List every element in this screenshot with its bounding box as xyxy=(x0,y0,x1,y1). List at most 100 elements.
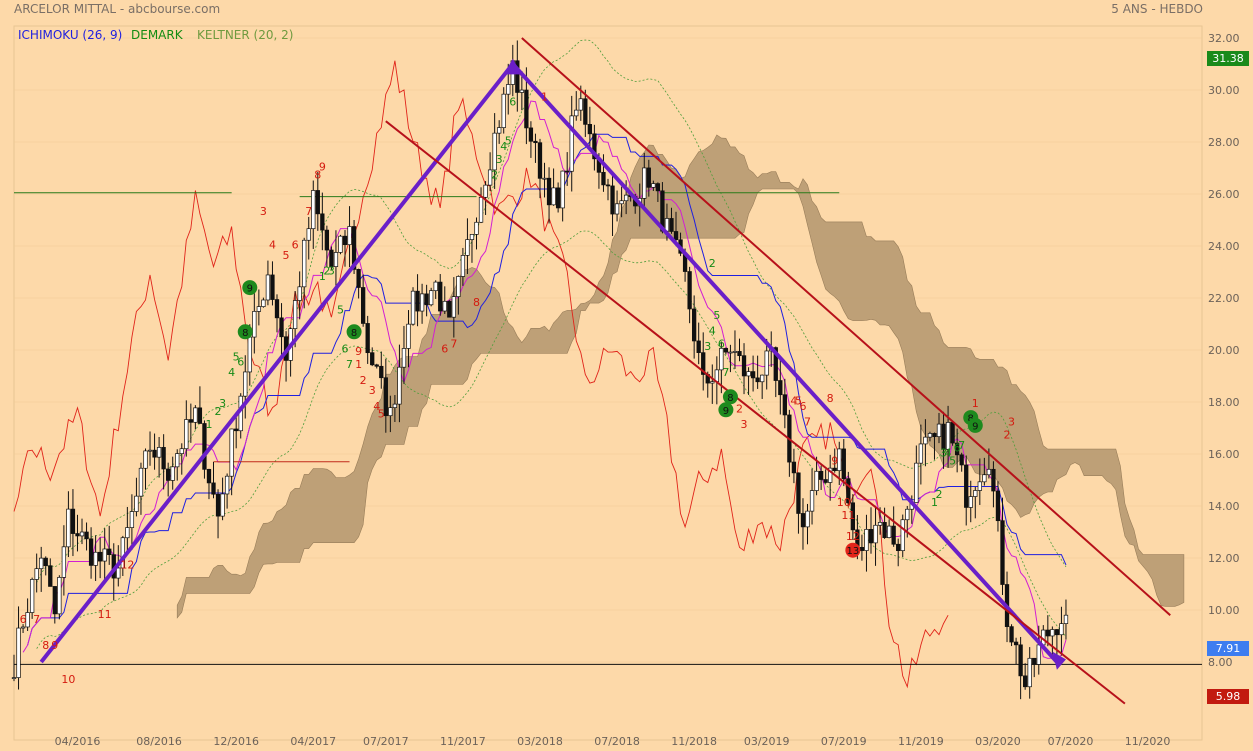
demark-count-label: 8 xyxy=(42,639,49,652)
demark-count-label: 2 xyxy=(709,257,716,270)
candle-down xyxy=(1013,641,1019,646)
demark-count-label: 3 xyxy=(260,205,267,218)
candle-down xyxy=(601,171,606,186)
candle-up xyxy=(506,84,511,95)
candle-up xyxy=(1059,623,1064,636)
candle-down xyxy=(773,347,778,381)
candle-up xyxy=(986,468,992,476)
candle-down xyxy=(959,454,964,466)
candle-down xyxy=(587,124,593,135)
x-tick-label: 07/2020 xyxy=(1048,735,1094,748)
candle-up xyxy=(809,490,815,512)
candle-up xyxy=(66,508,71,548)
candle-up xyxy=(338,235,343,253)
y-tick-label: 22.00 xyxy=(1208,292,1240,305)
candle-down xyxy=(161,447,166,470)
candle-up xyxy=(719,347,724,371)
candle-down xyxy=(202,423,207,470)
keltner-lower-line xyxy=(36,230,1067,649)
candle-down xyxy=(52,586,57,615)
candle-up xyxy=(973,490,978,497)
candle-up xyxy=(460,255,466,277)
demark-signal-circle xyxy=(718,402,734,418)
candle-down xyxy=(605,184,611,187)
demark-signal-label: 8 xyxy=(968,414,974,425)
demark-count-label: 11 xyxy=(98,608,112,621)
demark-count-label: 6 xyxy=(954,441,961,454)
candle-up xyxy=(877,522,883,526)
demark-count-label: 11 xyxy=(841,509,855,522)
demark-count-label: 1 xyxy=(355,358,362,371)
candle-up xyxy=(247,336,252,373)
x-tick-label: 07/2017 xyxy=(363,735,409,748)
demark-count-label: 6 xyxy=(20,613,27,626)
candle-up xyxy=(410,290,416,325)
candle-down xyxy=(818,470,824,480)
candle-down xyxy=(687,271,692,310)
candle-down xyxy=(533,140,538,144)
candle-up xyxy=(651,183,656,188)
candle-down xyxy=(315,190,320,215)
demark-signal-label: 8 xyxy=(727,393,733,404)
demark-count-label: 5 xyxy=(337,304,344,317)
channel-lower-line xyxy=(385,120,1126,705)
candle-down xyxy=(1009,626,1014,643)
candle-up xyxy=(574,109,579,117)
legend-demark: DEMARK xyxy=(131,28,183,42)
y-tick-label: 32.00 xyxy=(1208,32,1240,45)
demark-count-label: 9 xyxy=(831,454,838,467)
x-tick-label: 04/2016 xyxy=(55,735,101,748)
candle-up xyxy=(569,115,574,172)
demark-signal-label: 8 xyxy=(242,328,248,339)
candle-down xyxy=(941,423,946,450)
demark-count-label: 4 xyxy=(945,447,952,460)
candle-up xyxy=(302,239,307,288)
candle-up xyxy=(311,190,316,230)
candle-up xyxy=(256,306,262,312)
demark-count-label: 5 xyxy=(949,454,956,467)
demark-count-label: 5 xyxy=(283,249,290,262)
kijun-sen-line xyxy=(27,133,1067,646)
candle-down xyxy=(379,365,384,379)
trendline-purple-down xyxy=(511,62,1059,664)
y-tick-label: 28.00 xyxy=(1208,136,1240,149)
candle-up xyxy=(456,276,461,297)
candle-down xyxy=(447,300,452,318)
demark-count-label: 4 xyxy=(373,400,380,413)
candle-down xyxy=(374,364,379,367)
candle-up xyxy=(229,428,234,477)
candle-up xyxy=(469,234,475,240)
chikou-span-line xyxy=(13,60,949,689)
candle-up xyxy=(578,98,583,111)
candle-up xyxy=(138,467,144,497)
demark-count-label: 2 xyxy=(491,168,498,181)
candle-down xyxy=(1032,657,1037,665)
candle-down xyxy=(891,525,896,545)
candle-up xyxy=(265,274,271,301)
candle-up xyxy=(134,495,139,512)
demark-count-label: 4 xyxy=(500,140,507,153)
candle-down xyxy=(846,478,851,504)
candle-down xyxy=(197,407,203,424)
candle-down xyxy=(415,290,420,312)
arrow-top xyxy=(503,58,522,75)
candle-up xyxy=(243,371,248,397)
candle-down xyxy=(692,308,697,342)
candle-down xyxy=(696,340,701,353)
ichimoku-cloud xyxy=(176,134,1185,619)
candle-up xyxy=(560,170,565,209)
demark-count-label: 8 xyxy=(473,296,480,309)
candle-up xyxy=(619,200,624,205)
candle-down xyxy=(356,269,361,288)
candle-up xyxy=(193,407,198,423)
candle-up xyxy=(61,546,67,578)
trendlines xyxy=(39,37,1171,705)
candle-up xyxy=(886,525,892,538)
candle-down xyxy=(98,551,103,562)
candle-up xyxy=(900,519,905,551)
candle-up xyxy=(923,436,928,445)
demark-count-label: 6 xyxy=(718,337,725,350)
candle-down xyxy=(524,89,529,129)
candle-down xyxy=(1023,675,1028,688)
candle-up xyxy=(614,203,620,215)
